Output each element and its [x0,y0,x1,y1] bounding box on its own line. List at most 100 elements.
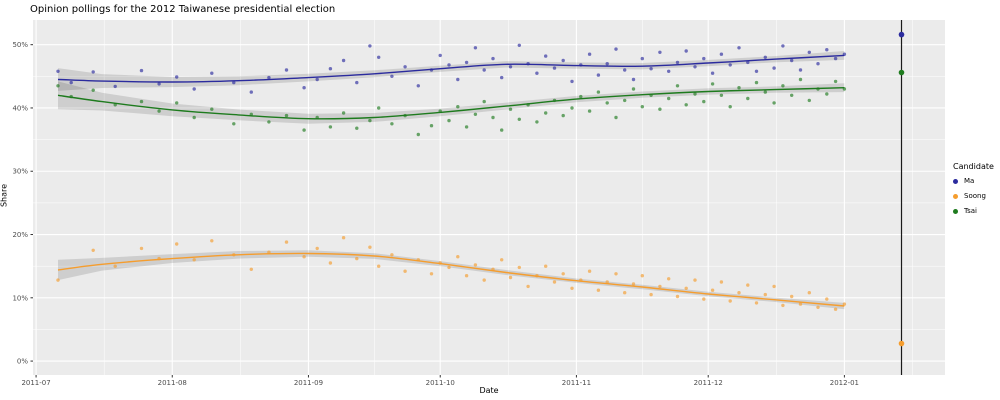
poll-point [807,98,811,103]
poll-point [249,112,253,117]
gridlines-major [33,20,945,375]
poll-point [355,256,359,261]
poll-point [728,63,732,67]
poll-point [552,66,557,70]
poll-point [416,132,420,137]
poll-point [833,79,838,84]
points-tsai [56,77,847,137]
x-tick-label: 2011-11 [562,379,591,387]
ribbon-ma [58,51,845,91]
poll-point [605,280,609,284]
poll-point [631,77,636,82]
poll-point [500,75,504,80]
poll-point [719,280,724,284]
poll-point [693,92,697,96]
poll-point [482,68,486,72]
poll-point [113,264,117,268]
poll-point [447,265,451,270]
poll-point [390,122,394,126]
poll-point [438,261,442,265]
legend-label-tsai: Tsai [964,207,977,215]
poll-point [91,88,95,92]
x-tick-label: 2011-08 [158,379,187,387]
poll-point [377,106,381,110]
legend-item-ma: Ma [953,177,999,185]
soong-dot-icon [953,193,958,199]
poll-point [249,267,253,271]
poll-point [249,90,253,94]
poll-point [535,120,539,124]
poll-point [315,246,319,251]
poll-point [91,248,95,252]
poll-point [719,93,724,98]
poll-point [833,56,838,61]
poll-point [702,297,706,301]
poll-point [456,77,460,82]
poll-point [368,44,372,48]
poll-point [623,68,627,72]
poll-point [210,107,214,111]
poll-point [667,96,671,101]
poll-point [315,77,319,82]
x-tick-label: 2011-07 [21,379,50,387]
poll-point [702,56,706,61]
poll-point [790,294,794,299]
ribbon-soong [58,250,845,310]
poll-point [596,90,601,94]
legend-item-soong: Soong [953,192,999,200]
poll-point [790,58,794,63]
poll-point [175,101,179,105]
poll-point [667,69,671,74]
poll-point [781,303,785,308]
poll-point [544,54,548,58]
poll-point [456,255,460,259]
poll-point [473,263,478,267]
poll-point [341,58,346,63]
poll-point [429,68,434,72]
poll-point [772,284,776,289]
poll-point [192,87,196,91]
poll-point [56,69,60,74]
poll-point [596,288,601,292]
poll-point [781,84,785,88]
points-ma [56,43,847,94]
legend: Candidate Ma Soong Tsai [953,162,999,222]
poll-point [710,288,715,292]
y-tick-label: 10% [12,294,28,302]
poll-point [192,258,196,262]
poll-point [763,292,767,297]
poll-point [157,109,161,113]
poll-point [561,113,565,118]
x-tick-label: 2011-10 [426,379,455,387]
x-tick-label: 2011-09 [294,379,323,387]
poll-point [684,103,688,107]
poll-point [658,107,662,111]
poll-point [763,90,767,94]
poll-point [267,250,271,254]
poll-point [447,118,451,123]
poll-point [807,291,811,295]
poll-point [113,103,117,107]
result-point-ma [898,31,905,38]
poll-point [464,274,469,278]
poll-point [579,63,583,67]
poll-point [842,302,847,306]
poll-point [746,283,750,287]
poll-point [403,65,407,69]
poll-point [605,62,609,66]
poll-point [772,101,776,105]
poll-point [491,115,495,120]
poll-point [328,67,333,71]
poll-point [517,265,521,270]
poll-point [781,44,785,48]
poll-point [464,60,469,65]
poll-point [377,55,381,59]
confidence-ribbons [58,51,845,310]
poll-point [587,109,592,113]
poll-point [284,240,289,244]
y-tick-label: 30% [12,168,28,176]
poll-point [596,73,601,77]
poll-point [491,267,495,271]
poll-point [473,46,478,50]
